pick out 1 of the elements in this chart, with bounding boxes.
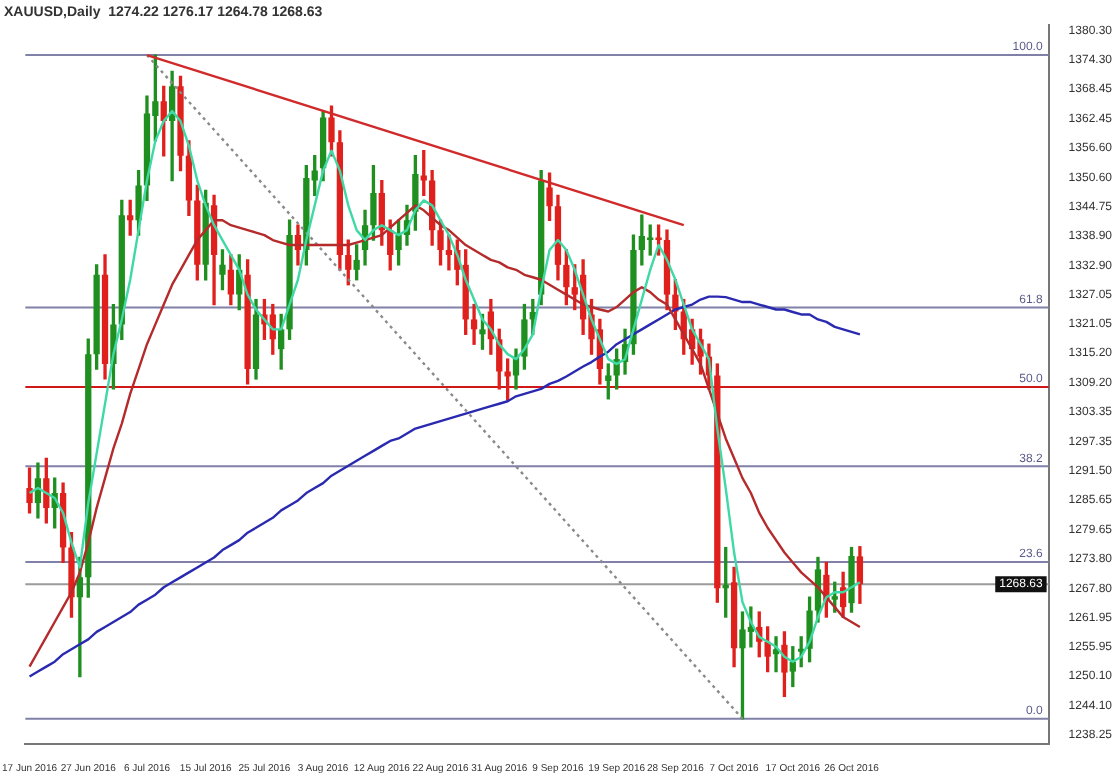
candlestick xyxy=(445,234,453,271)
